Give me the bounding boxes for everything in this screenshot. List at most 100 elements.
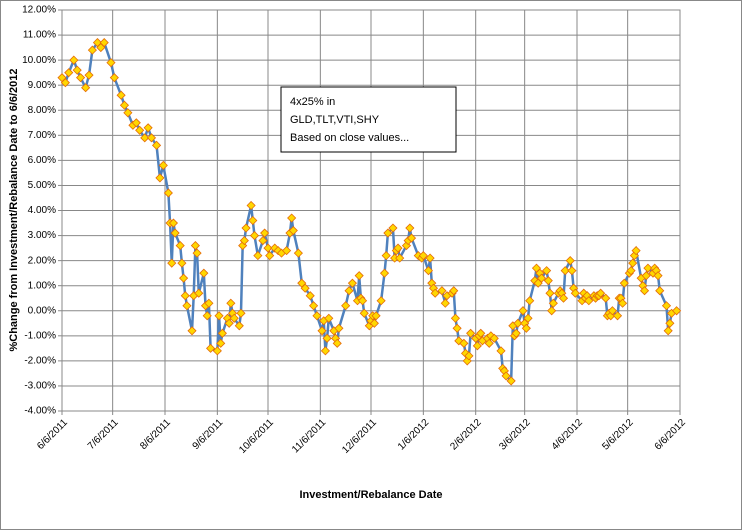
data-point <box>175 241 185 251</box>
data-point <box>305 291 315 301</box>
data-point <box>163 188 173 198</box>
data-point <box>258 236 268 246</box>
data-point <box>388 223 398 233</box>
data-point <box>60 78 70 88</box>
data-point <box>558 293 569 303</box>
data-point <box>628 258 638 268</box>
data-point <box>293 248 303 258</box>
data-point <box>347 278 357 288</box>
annotation-line: Based on close values... <box>290 132 409 144</box>
data-point <box>236 308 246 318</box>
data-point <box>151 140 162 150</box>
data-point <box>116 90 126 100</box>
data-point <box>226 298 236 308</box>
data-point <box>543 276 553 286</box>
y-tick-label: 1.00% <box>28 280 56 291</box>
data-point <box>99 38 109 48</box>
data-point <box>206 343 216 353</box>
data-point <box>618 298 628 308</box>
data-point <box>511 328 521 338</box>
data-point <box>369 318 379 328</box>
data-point <box>584 296 594 306</box>
data-point <box>238 241 248 251</box>
data-point <box>179 273 189 283</box>
data-point <box>395 253 405 263</box>
data-point <box>665 318 675 328</box>
data-point <box>641 271 651 281</box>
data-point <box>239 236 249 246</box>
data-point <box>484 338 494 348</box>
data-point <box>536 273 547 283</box>
data-point <box>119 100 130 110</box>
data-point <box>655 286 665 296</box>
data-point <box>320 346 330 356</box>
data-point <box>146 133 157 143</box>
data-point <box>312 311 322 321</box>
data-point <box>359 308 369 318</box>
x-axis-title: Investment/Rebalance Date <box>299 489 442 501</box>
y-tick-label: 9.00% <box>28 80 56 91</box>
y-tick-label: 6.00% <box>28 155 56 166</box>
annotation-line: 4x25% in <box>290 96 335 108</box>
data-point <box>626 266 636 276</box>
data-point <box>131 118 141 128</box>
data-point <box>199 268 209 278</box>
y-tick-label: 2.00% <box>28 255 56 266</box>
data-point <box>167 258 177 268</box>
data-point <box>265 251 275 261</box>
data-point <box>521 323 531 333</box>
data-point <box>542 266 552 276</box>
data-point <box>672 306 682 316</box>
data-point <box>383 228 393 238</box>
data-point <box>84 70 94 80</box>
data-point <box>248 215 258 226</box>
y-tick-label: 3.00% <box>28 230 56 241</box>
data-point <box>547 306 557 316</box>
data-point <box>81 83 91 93</box>
data-point <box>263 243 273 253</box>
data-point <box>464 351 474 361</box>
y-tick-label: 10.00% <box>22 55 56 66</box>
data-point <box>425 253 435 263</box>
annotation-box <box>280 86 457 153</box>
data-point <box>140 133 150 143</box>
data-point <box>596 288 606 298</box>
data-point <box>466 328 476 338</box>
y-axis-title: %Change from Investment/Rebalance Date t… <box>8 68 20 351</box>
data-point <box>376 296 386 306</box>
data-point <box>216 338 226 348</box>
data-point <box>452 323 462 333</box>
y-tick-label: 11.00% <box>23 30 56 41</box>
data-point <box>570 288 580 298</box>
data-point <box>229 313 239 323</box>
data-point <box>190 241 200 251</box>
y-tick-label: -4.00% <box>24 406 56 417</box>
data-point <box>344 286 354 296</box>
y-tick-label: 7.00% <box>28 130 56 141</box>
data-point <box>194 288 204 298</box>
data-point <box>423 266 433 276</box>
data-point <box>401 241 412 251</box>
data-point <box>187 326 197 336</box>
data-point <box>177 258 187 268</box>
y-tick-label: 5.00% <box>28 180 56 191</box>
data-point <box>449 286 459 296</box>
data-point <box>418 251 428 261</box>
data-point <box>106 58 116 68</box>
data-point <box>322 333 332 343</box>
data-point <box>548 298 558 308</box>
data-point <box>253 251 263 261</box>
data-point <box>287 213 297 223</box>
y-tick-label: 4.00% <box>28 205 56 216</box>
data-point <box>379 268 390 278</box>
data-point <box>170 228 180 238</box>
data-point <box>155 173 165 183</box>
data-point <box>123 108 133 118</box>
data-point <box>661 301 672 311</box>
data-point <box>619 278 629 288</box>
data-point <box>64 68 74 78</box>
data-point <box>513 318 523 328</box>
data-point <box>69 55 79 65</box>
